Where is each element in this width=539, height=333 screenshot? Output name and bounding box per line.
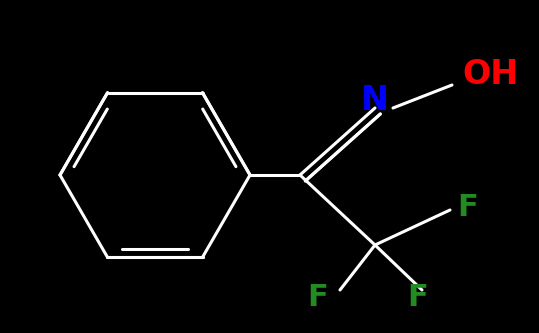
Text: F: F xyxy=(407,283,429,312)
Text: F: F xyxy=(308,283,328,312)
Text: F: F xyxy=(458,193,479,222)
Text: N: N xyxy=(361,84,389,117)
Text: OH: OH xyxy=(462,59,518,92)
